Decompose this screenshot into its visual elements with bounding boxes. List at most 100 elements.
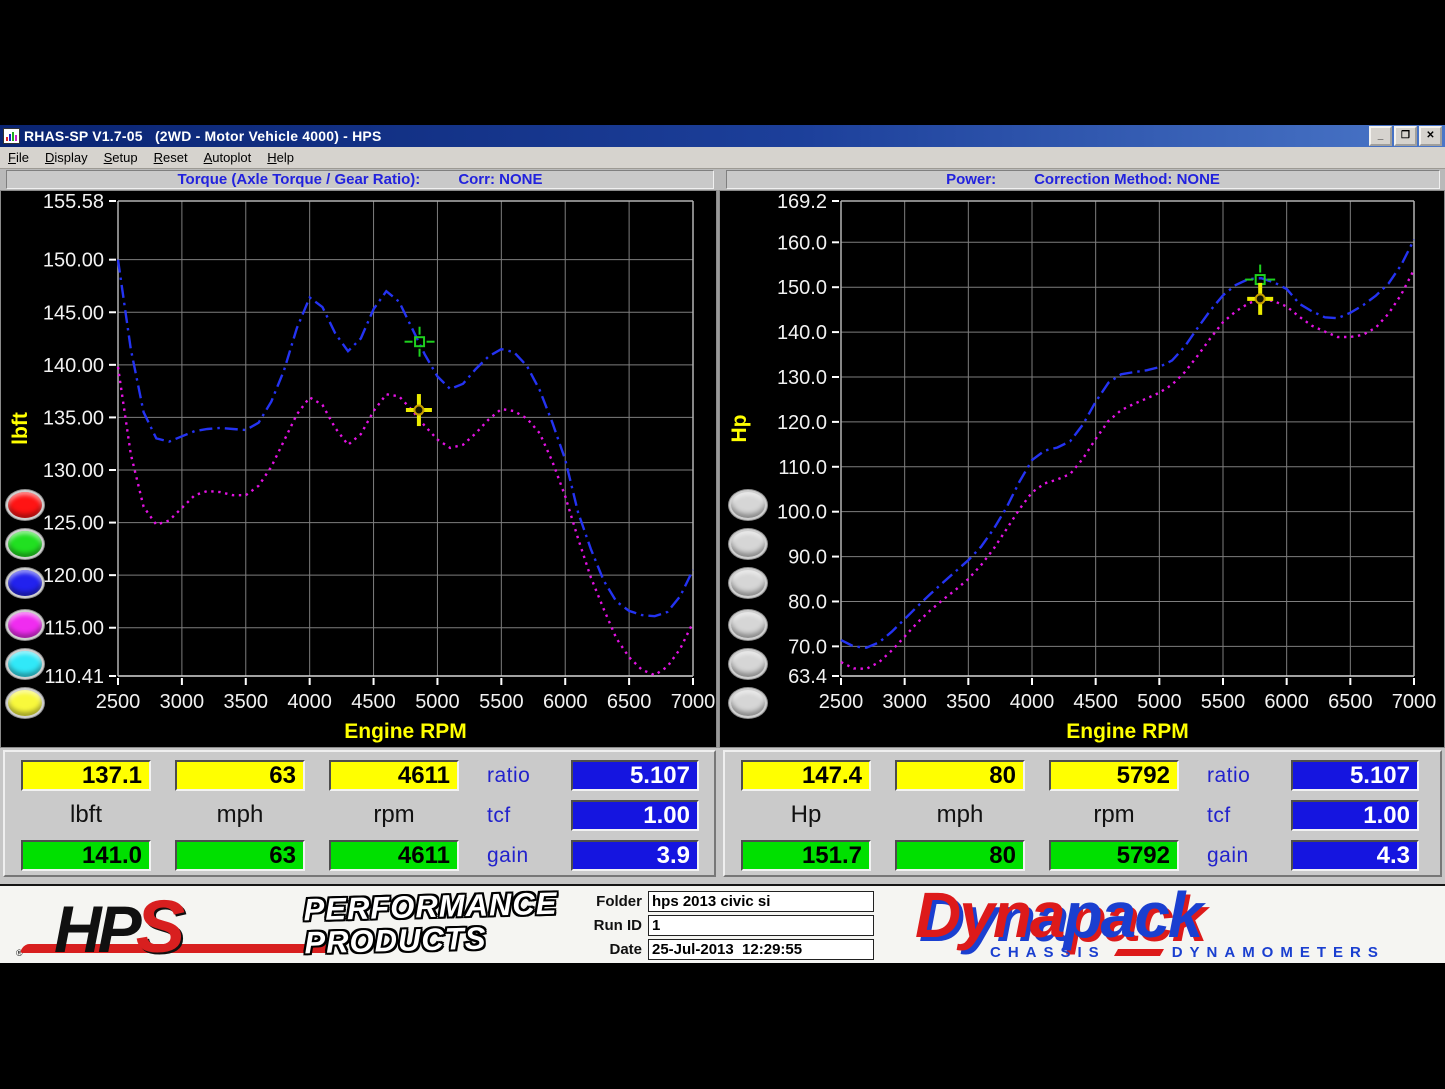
- torque-plot[interactable]: 155.58 150.00 145.00 140.00 135.00 130.00 125.…: [1, 191, 716, 747]
- y-tick-label: 80.0: [788, 591, 827, 613]
- y-tick-label: 150.00: [43, 250, 104, 272]
- y-tick-label: 120.00: [43, 565, 104, 587]
- value-ratio: 5.107: [1291, 760, 1419, 791]
- dynapack-subtitle: CHASSIS DYNAMOMETERS: [990, 944, 1420, 961]
- power-chart-header: Power: Correction Method: NONE: [726, 170, 1440, 189]
- run-select-button-4[interactable]: [8, 611, 42, 638]
- dynapack-dyna: Dyna: [915, 879, 1065, 951]
- hps-tagline: PERFORMANCE PRODUCTS: [303, 885, 558, 961]
- app-window: RHAS-SP V1.7-05 (2WD - Motor Vehicle 400…: [0, 125, 1445, 968]
- label-gain: gain: [487, 844, 529, 867]
- cursor2-value-lbft: 141.0: [21, 840, 151, 871]
- menu-display[interactable]: Display: [44, 150, 88, 165]
- field-row-folder: Folder: [570, 891, 880, 912]
- hps-letters-hp: HP: [54, 892, 142, 966]
- torque-chart-panel[interactable]: 155.58 150.00 145.00 140.00 135.00 130.00 125.…: [0, 190, 717, 748]
- x-tick-label: 6500: [1328, 691, 1373, 713]
- restore-button[interactable]: ❐: [1394, 126, 1417, 146]
- x-tick-label: 7000: [1392, 691, 1437, 713]
- y-tick-label: 130.0: [777, 367, 827, 389]
- run-select-button-1[interactable]: [8, 492, 42, 518]
- yellow-cursor-marker[interactable]: [405, 394, 432, 427]
- hps-letter-s: S: [135, 885, 186, 968]
- window-title: RHAS-SP V1.7-05 (2WD - Motor Vehicle 400…: [24, 128, 382, 144]
- y-tick-label: 63.4: [788, 666, 827, 688]
- minimize-button[interactable]: _: [1369, 126, 1392, 146]
- x-tick-label: 2500: [96, 691, 141, 713]
- menu-file[interactable]: File: [8, 150, 29, 165]
- run-select-button-6[interactable]: [8, 689, 42, 716]
- label-ratio: ratio: [487, 764, 531, 787]
- x-tick-label: 6500: [607, 691, 652, 713]
- run-select-button-6[interactable]: [731, 689, 765, 716]
- run-select-button-1[interactable]: [731, 492, 765, 518]
- yellow-cursor-marker[interactable]: [1247, 282, 1274, 315]
- y-tick-label: 120.0: [777, 412, 827, 434]
- field-input-run-id[interactable]: [648, 915, 874, 936]
- field-input-date[interactable]: [648, 939, 874, 960]
- y-tick-label: 70.0: [788, 636, 827, 658]
- green-cursor-marker[interactable]: [404, 326, 435, 357]
- cursor1-value-mph: 80: [895, 760, 1025, 791]
- power-header-corr: Correction Method: NONE: [1034, 171, 1220, 188]
- power-chart-panel[interactable]: 169.2 160.0 150.0 140.0 130.0 120.0 110.0 100.0…: [719, 190, 1445, 748]
- label-gain: gain: [1207, 844, 1249, 867]
- value-tcf: 1.00: [1291, 800, 1419, 831]
- x-tick-label: 5500: [479, 691, 524, 713]
- torque-readout-panel: 137.1 63 4611 141.0 63 4611 lbft mph rpm ratio 5.1…: [3, 750, 716, 877]
- y-tick-label: 145.00: [43, 302, 104, 324]
- x-tick-label: 4500: [1073, 691, 1118, 713]
- hps-registered-mark: ®: [16, 948, 23, 958]
- y-tick-label: 130.00: [43, 460, 104, 482]
- dynapack-wordmark: Dynapack: [915, 878, 1203, 952]
- y-tick-label: 169.2: [777, 191, 827, 213]
- torque-header-corr: Corr: NONE: [458, 171, 543, 188]
- menu-setup[interactable]: Setup: [103, 150, 138, 165]
- field-label-folder: Folder: [596, 893, 642, 910]
- value-ratio: 5.107: [571, 760, 699, 791]
- y-tick-label: 115.00: [44, 618, 104, 640]
- menu-bar: File Display Setup Reset Autoplot Help: [0, 147, 1445, 169]
- dynapack-red-dash: [1113, 949, 1164, 956]
- title-bar: RHAS-SP V1.7-05 (2WD - Motor Vehicle 400…: [0, 125, 1445, 147]
- run-select-button-4[interactable]: [731, 611, 765, 638]
- y-tick-label: 135.00: [43, 407, 104, 429]
- run-select-button-3[interactable]: [8, 569, 42, 596]
- power-plot[interactable]: 169.2 160.0 150.0 140.0 130.0 120.0 110.0 100.0…: [720, 191, 1444, 747]
- torque-chart-header: Torque (Axle Torque / Gear Ratio): Corr:…: [6, 170, 714, 189]
- run-select-button-3[interactable]: [731, 569, 765, 596]
- x-tick-label: 4000: [1010, 691, 1055, 713]
- power-readout-panel: 147.4 80 5792 151.7 80 5792 Hp mph rpm ratio 5.107…: [723, 750, 1442, 877]
- cursor1-value-lbft: 137.1: [21, 760, 151, 791]
- unit-label-lbft: lbft: [69, 801, 102, 828]
- cursor2-value-rpm: 5792: [1049, 840, 1179, 871]
- y-axis-title: Hp: [728, 415, 751, 443]
- menu-help[interactable]: Help: [267, 150, 295, 165]
- run-select-button-5[interactable]: [731, 650, 765, 677]
- x-tick-label: 3000: [160, 691, 205, 713]
- y-tick-label: 110.0: [778, 457, 827, 479]
- menu-reset[interactable]: Reset: [153, 150, 188, 165]
- value-gain: 3.9: [571, 840, 699, 871]
- footer-bar: ® HPS PERFORMANCE PRODUCTS Folder Run ID D…: [0, 879, 1445, 968]
- field-row-date: Date: [570, 939, 880, 960]
- field-label-run-id: Run ID: [593, 917, 642, 934]
- field-input-folder[interactable]: [648, 891, 874, 912]
- torque-header-title: Torque (Axle Torque / Gear Ratio):: [177, 171, 421, 188]
- run-select-button-2[interactable]: [8, 530, 42, 557]
- x-tick-label: 5000: [415, 691, 460, 713]
- menu-autoplot[interactable]: Autoplot: [203, 150, 252, 165]
- hps-logo: ® HPS PERFORMANCE PRODUCTS: [14, 885, 559, 968]
- cursor2-value-rpm: 4611: [329, 840, 459, 871]
- label-ratio: ratio: [1207, 764, 1251, 787]
- close-button[interactable]: ✕: [1419, 126, 1442, 146]
- run-select-button-5[interactable]: [8, 650, 42, 677]
- value-gain: 4.3: [1291, 840, 1419, 871]
- hps-wordmark: HPS: [54, 884, 185, 969]
- power-header-title: Power:: [946, 171, 997, 188]
- run-select-button-2[interactable]: [731, 530, 765, 557]
- run-1-torque-curve: [116, 366, 695, 677]
- hps-tagline-line1: PERFORMANCE: [303, 885, 558, 928]
- label-tcf: tcf: [487, 804, 511, 827]
